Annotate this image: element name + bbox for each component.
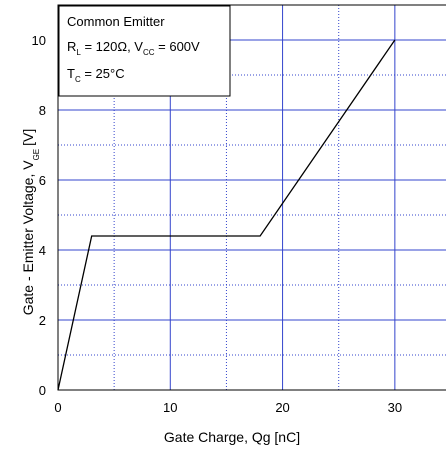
x-axis-title: Gate Charge, Qg [nC]: [164, 429, 300, 445]
y-tick-label: 2: [39, 313, 46, 328]
tick-labels: 0 10 20 30 0 2 4 6 8 10: [32, 33, 403, 415]
y-tick-label: 10: [32, 33, 46, 48]
y-axis-title-subscript: GE: [32, 149, 41, 161]
y-axis-title: Gate - Emitter Voltage, VGE [V]: [20, 129, 41, 316]
y-tick-label: 0: [39, 383, 46, 398]
x-tick-label: 30: [388, 400, 402, 415]
annotation-line-3: TC = 25°C: [67, 66, 125, 84]
tc-subscript: C: [75, 75, 81, 84]
vcc-value: = 600V: [155, 39, 201, 54]
y-axis-title-unit: [V]: [20, 129, 36, 146]
x-tick-label: 10: [163, 400, 177, 415]
tc-symbol: T: [67, 66, 75, 81]
y-tick-label: 8: [39, 103, 46, 118]
rl-value: = 120Ω, V: [81, 39, 143, 54]
rl-subscript: L: [76, 48, 81, 57]
x-tick-label: 0: [54, 400, 61, 415]
y-axis-title-main: Gate - Emitter Voltage, V: [20, 160, 36, 316]
series-line: [57, 39, 396, 391]
y-tick-label: 6: [39, 173, 46, 188]
x-tick-label: 20: [275, 400, 289, 415]
y-tick-label: 4: [39, 243, 46, 258]
annotation-line-1: Common Emitter: [67, 14, 165, 29]
tc-value: = 25°C: [81, 66, 125, 81]
annotation-box: Common Emitter RL = 120Ω, VCC = 600V TC …: [58, 5, 231, 97]
y-axis-title-text: Gate - Emitter Voltage, VGE [V]: [20, 129, 41, 316]
rl-symbol: R: [67, 39, 76, 54]
vcc-subscript: CC: [143, 48, 155, 57]
plot-frame: [57, 4, 446, 391]
annotation-frame: [58, 5, 231, 97]
series-group: [57, 39, 396, 391]
annotation-line-2: RL = 120Ω, VCC = 600V: [67, 39, 200, 57]
